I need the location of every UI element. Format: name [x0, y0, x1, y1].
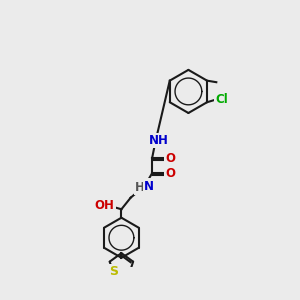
Text: N: N: [144, 180, 154, 193]
Text: NH: NH: [148, 134, 168, 147]
Text: H: H: [135, 181, 145, 194]
Text: OH: OH: [94, 199, 114, 212]
Text: O: O: [165, 152, 175, 165]
Text: O: O: [165, 167, 175, 180]
Text: Cl: Cl: [215, 93, 228, 106]
Text: S: S: [109, 265, 118, 278]
